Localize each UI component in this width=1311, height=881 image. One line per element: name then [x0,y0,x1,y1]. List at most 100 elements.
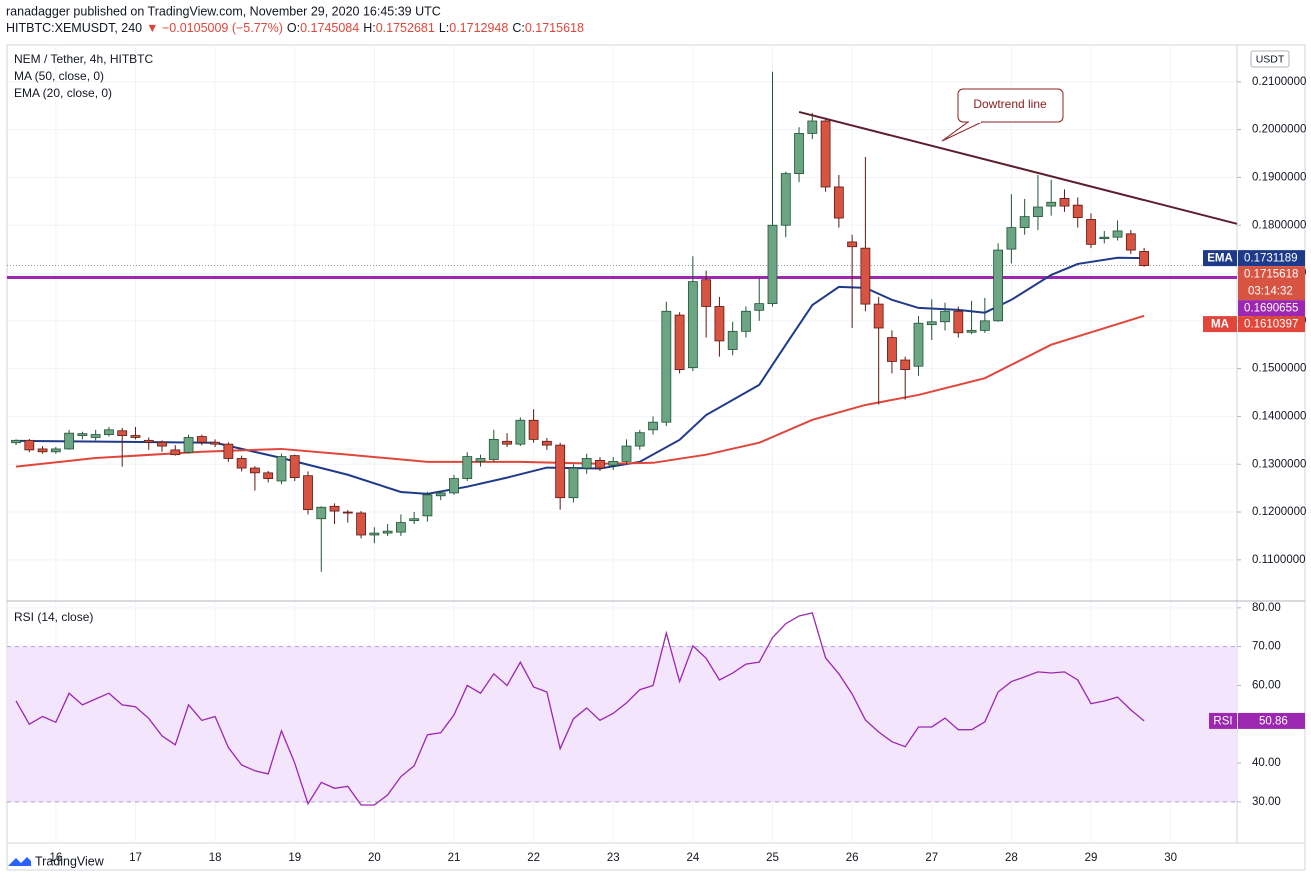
x-tick-label: 16 [49,852,62,864]
candle-body [833,186,844,219]
chart-title: NEM / Tether, 4h, HITBTC [14,52,153,66]
candle-body [940,310,950,323]
legend-entry: EMA (20, close, 0) [14,86,112,100]
price-tag [1238,250,1305,267]
candle-body [223,443,234,459]
rsi-tag-name: RSI [1213,715,1232,727]
candle-body [674,314,685,370]
ohlc-value: 0.1745084 [300,21,359,35]
rsi-title: RSI (14, close) [14,610,93,624]
candle-body [1086,219,1096,245]
callout-pointer [941,121,983,142]
candle-body [157,441,167,447]
y-tick-label: 0.1800000 [1252,219,1306,231]
candle-body [794,133,804,174]
candle-body [979,320,990,331]
ohlc-value: 0.1715618 [525,21,584,35]
price-tag-name-box [1203,316,1237,333]
y-tick-label: 0.2100000 [1252,76,1306,88]
candle-body [1112,230,1123,238]
y-tick-label: 0.1200000 [1252,506,1306,518]
candle-body [289,455,300,479]
candle-body [316,506,327,520]
candle-body [409,518,420,522]
candle-body [887,337,897,362]
callout-box [957,88,1064,123]
candle-body [820,120,831,188]
rsi-tag-value: 50.86 [1259,715,1288,727]
candle-body [754,303,765,311]
y-tick-label: 40.00 [1252,757,1281,769]
candle-body [648,421,658,431]
candle-body [475,458,486,462]
x-tick-label: 30 [1164,852,1177,864]
frame [6,44,1306,871]
x-tick-label: 29 [1085,852,1098,864]
x-tick-label: 18 [209,852,222,864]
candle-body [369,532,380,536]
candle-body [767,224,778,305]
ohlc-label: O: [287,21,300,35]
ohlc-value: 0.1752681 [376,21,435,35]
candle-body [462,456,473,479]
candle-body [780,173,791,226]
candle-body [515,419,526,445]
candle-body [555,444,566,499]
candle-body [661,310,672,423]
candle-body [727,330,738,350]
candle-body [37,448,48,453]
rsi-line [15,612,1145,806]
candle-body [236,458,247,469]
x-tick-label: 23 [607,852,620,864]
candle-body [568,467,579,499]
candle-body [449,478,459,494]
candle-body [276,456,287,482]
price-tag-value: 0.1610397 [1244,319,1298,331]
candle-body [701,279,712,307]
overlay-layer: USDT NEM / Tether, 4h, HITBTC MA (50, cl… [8,50,1305,868]
unit-label: USDT [1256,53,1285,65]
x-tick-label: 17 [129,852,142,864]
candle-body [993,249,1004,322]
candle-body [741,310,751,332]
price-tag-name-box [1203,250,1237,267]
rsi-band [7,646,1237,802]
candle-body [1033,206,1043,218]
candle-body [847,241,858,248]
symbol: HITBTC:XEMUSDT, 240 [6,21,142,35]
candle-body [966,329,977,333]
candle-body [329,505,340,512]
x-tick-label: 21 [448,852,461,864]
candle-body [581,458,592,469]
candle-body [104,429,114,435]
ohlc-label: C: [512,21,525,35]
candle-body [608,460,619,466]
candle-body [130,435,141,438]
candle-body [1006,227,1017,250]
candle-body [24,439,35,451]
y-tick-label: 0.1100000 [1252,554,1306,566]
candle-body [77,433,88,436]
published-line: ranadagger published on TradingView.com,… [6,4,441,18]
price-tag-value: 0.1731189 [1244,253,1298,265]
price-tag-value: 0.1715618 [1244,269,1298,281]
change: ▼ −0.0105009 (−5.77%) [146,21,283,35]
symbol-line: HITBTC:XEMUSDT, 240 ▼ −0.0105009 (−5.77%)… [6,21,584,35]
price-tag-name: MA [1211,319,1229,331]
countdown: 03:14:32 [1248,286,1293,298]
candle-body [488,438,499,460]
candle-body [64,432,75,450]
price-tag-name: EMA [1207,253,1233,265]
candle-body [50,448,61,453]
price-tag [1238,300,1305,317]
candle-body [1046,201,1057,207]
candle-body [595,460,605,469]
candle-body [11,439,21,444]
candle-body [873,303,884,329]
candle-body [143,439,154,443]
candle-body [913,322,924,367]
x-tick-label: 27 [925,852,938,864]
candle-body [382,530,393,534]
candle-body [117,430,128,436]
